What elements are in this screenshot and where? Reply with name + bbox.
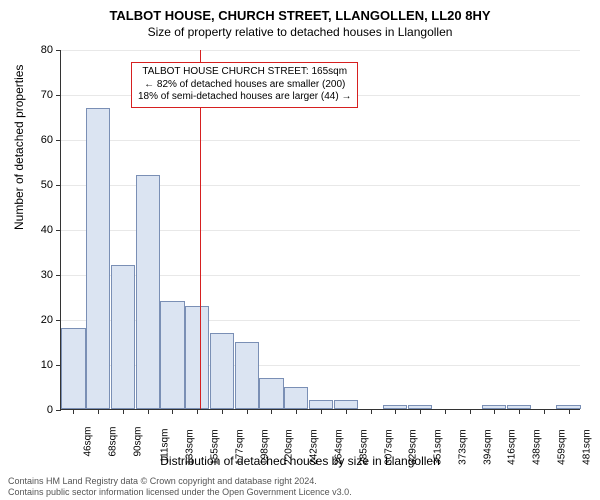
y-tick-label: 30 xyxy=(41,269,61,281)
x-tick xyxy=(271,409,272,414)
x-tick xyxy=(395,409,396,414)
x-tick xyxy=(197,409,198,414)
y-tick-label: 70 xyxy=(41,89,61,101)
footer-attribution: Contains HM Land Registry data © Crown c… xyxy=(8,476,352,498)
histogram-bar xyxy=(259,378,283,410)
y-tick-label: 20 xyxy=(41,314,61,326)
annotation-box: TALBOT HOUSE CHURCH STREET: 165sqm← 82% … xyxy=(131,62,358,108)
x-tick-label: 90sqm xyxy=(132,427,143,457)
x-tick xyxy=(98,409,99,414)
footer-line: Contains HM Land Registry data © Crown c… xyxy=(8,476,352,487)
x-tick-label: 46sqm xyxy=(83,427,94,457)
x-tick-label: 68sqm xyxy=(108,427,119,457)
histogram-bar xyxy=(111,265,135,409)
histogram-bar xyxy=(284,387,308,410)
x-tick xyxy=(148,409,149,414)
x-tick xyxy=(222,409,223,414)
y-axis-label: Number of detached properties xyxy=(12,65,26,230)
chart-title: TALBOT HOUSE, CHURCH STREET, LLANGOLLEN,… xyxy=(0,0,600,23)
x-tick xyxy=(247,409,248,414)
x-tick xyxy=(445,409,446,414)
annotation-line: TALBOT HOUSE CHURCH STREET: 165sqm xyxy=(138,66,351,79)
histogram-bar xyxy=(334,400,358,409)
histogram-bar xyxy=(235,342,259,410)
x-tick xyxy=(494,409,495,414)
x-tick xyxy=(123,409,124,414)
x-tick xyxy=(371,409,372,414)
histogram-bar xyxy=(309,400,333,409)
plot-area: 0102030405060708046sqm68sqm90sqm111sqm13… xyxy=(60,50,580,410)
x-tick xyxy=(569,409,570,414)
y-tick-label: 0 xyxy=(47,404,61,416)
x-tick xyxy=(172,409,173,414)
y-tick-label: 50 xyxy=(41,179,61,191)
x-tick xyxy=(544,409,545,414)
y-tick-label: 80 xyxy=(41,44,61,56)
histogram-bar xyxy=(160,301,184,409)
footer-line: Contains public sector information licen… xyxy=(8,487,352,498)
x-tick xyxy=(321,409,322,414)
x-tick xyxy=(296,409,297,414)
annotation-line: 18% of semi-detached houses are larger (… xyxy=(138,91,351,104)
chart-container: TALBOT HOUSE, CHURCH STREET, LLANGOLLEN,… xyxy=(0,0,600,500)
gridline xyxy=(61,140,580,141)
x-axis-label: Distribution of detached houses by size … xyxy=(0,454,600,468)
y-tick-label: 60 xyxy=(41,134,61,146)
histogram-bar xyxy=(86,108,110,410)
annotation-line: ← 82% of detached houses are smaller (20… xyxy=(138,79,351,92)
histogram-bar xyxy=(61,328,85,409)
x-tick xyxy=(420,409,421,414)
histogram-bar xyxy=(185,306,209,410)
y-tick-label: 10 xyxy=(41,359,61,371)
x-tick xyxy=(346,409,347,414)
x-tick xyxy=(73,409,74,414)
chart-subtitle: Size of property relative to detached ho… xyxy=(0,23,600,39)
y-tick-label: 40 xyxy=(41,224,61,236)
gridline xyxy=(61,50,580,51)
histogram-bar xyxy=(210,333,234,410)
x-tick xyxy=(519,409,520,414)
histogram-bar xyxy=(136,175,160,409)
x-tick xyxy=(470,409,471,414)
